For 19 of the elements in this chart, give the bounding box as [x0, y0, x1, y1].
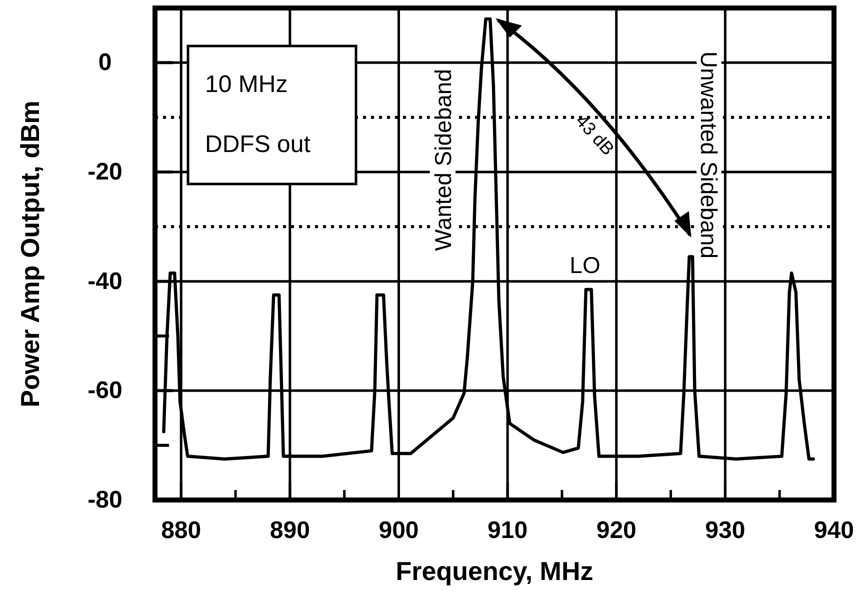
x-tick-label: 880 [161, 517, 202, 544]
text: 10 MHz DDFS out [205, 71, 310, 158]
y-tick-label: -40 [88, 268, 122, 295]
annotation: 43 dB [572, 110, 618, 160]
x-axis-title: Frequency, MHz [396, 556, 594, 586]
x-tick-label: 920 [596, 517, 636, 544]
y-tick-label: -80 [88, 486, 122, 514]
x-tick-label: 900 [378, 517, 419, 544]
annotation: LO [570, 252, 600, 278]
x-tick-label: 940 [814, 517, 854, 544]
y-tick-label: -60 [88, 377, 122, 404]
x-tick-label: 930 [705, 517, 746, 544]
annotation: Wanted Sideband [430, 68, 456, 252]
y-tick-label: 0 [98, 49, 112, 76]
y-axis-title: Power Amp Output, dBm [15, 100, 45, 408]
x-tick-label: 910 [488, 517, 528, 544]
y-tick-label: -20 [88, 158, 122, 186]
x-tick-label: 890 [270, 517, 310, 544]
annotation: Unwanted Sideband [696, 51, 722, 259]
